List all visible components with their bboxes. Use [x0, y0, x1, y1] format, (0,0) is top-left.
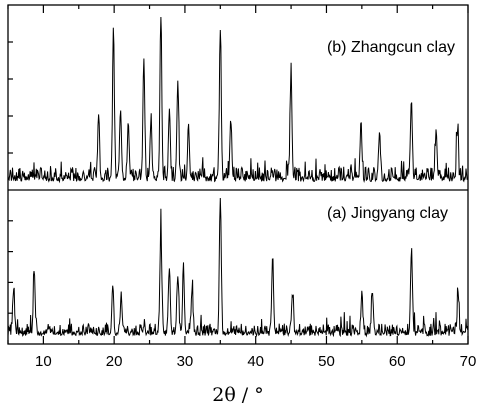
x-tick-label: 20: [106, 353, 123, 370]
trace-zhangcun: [7, 16, 469, 184]
x-tick-label: 40: [247, 353, 264, 370]
x-axis-title: 2θ / °: [212, 384, 264, 406]
trace-layer: [7, 16, 469, 338]
panel-label-zhangcun: (b) Zhangcun clay: [327, 39, 455, 56]
trace-jingyang: [7, 197, 469, 338]
x-tick-label: 50: [318, 353, 335, 370]
plot-frame: [7, 4, 469, 345]
x-tick-label: 10: [35, 353, 52, 370]
x-tick-label: 60: [389, 353, 406, 370]
tick-layer: [7, 5, 469, 344]
x-tick-label: 30: [177, 353, 194, 370]
x-tick-label: 70: [460, 353, 477, 370]
tick-label-layer: 10 20 30 40 50 60 70: [35, 353, 476, 370]
panel-label-jingyang: (a) Jingyang clay: [327, 205, 448, 222]
